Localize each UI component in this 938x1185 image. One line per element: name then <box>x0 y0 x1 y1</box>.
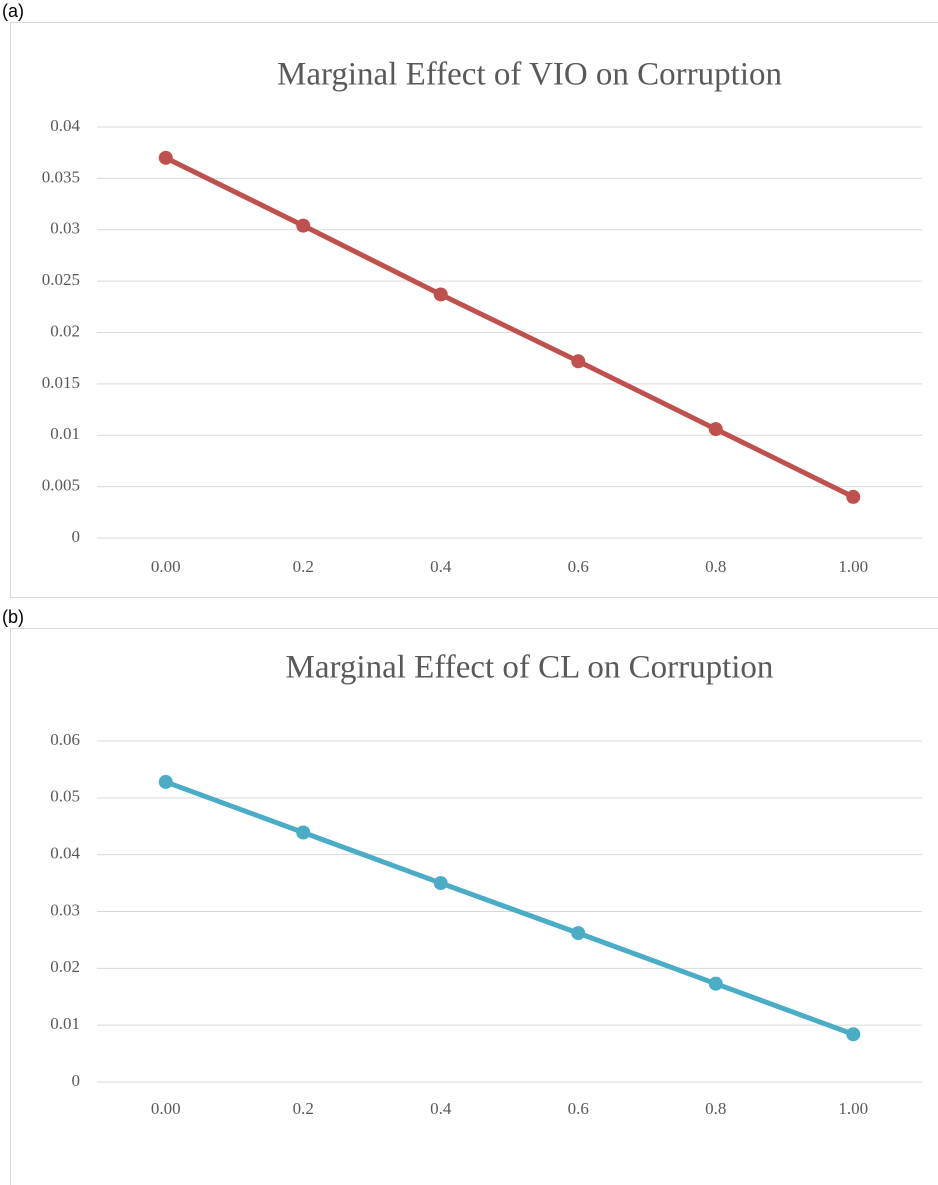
x-tick-label: 0.2 <box>293 1099 314 1118</box>
y-tick-label: 0.06 <box>50 730 80 749</box>
data-point <box>846 489 861 504</box>
y-tick-label: 0.02 <box>50 321 80 340</box>
x-tick-label: 0.4 <box>430 1099 452 1118</box>
x-tick-label: 1.00 <box>838 1099 868 1118</box>
y-tick-label: 0.05 <box>50 787 80 806</box>
y-tick-label: 0.02 <box>50 957 80 976</box>
x-tick-label: 0.2 <box>293 557 314 576</box>
x-tick-label: 1.00 <box>838 557 868 576</box>
chart-frame <box>10 628 938 1185</box>
x-tick-label: 0.8 <box>705 557 726 576</box>
data-point <box>433 876 448 891</box>
y-tick-label: 0.03 <box>50 219 80 238</box>
data-point <box>158 150 173 165</box>
y-tick-label: 0.025 <box>42 270 80 289</box>
x-tick-label: 0.6 <box>568 557 589 576</box>
chart-title: Marginal Effect of CL on Corruption <box>286 650 774 686</box>
series-line <box>164 779 855 1037</box>
y-tick-label: 0.04 <box>50 116 80 135</box>
x-tick-label: 0.4 <box>430 557 452 576</box>
data-point <box>433 287 448 302</box>
y-tick-label: 0.04 <box>50 844 80 863</box>
data-point <box>571 354 586 369</box>
panel-label: (b) <box>2 607 24 627</box>
panel-label: (a) <box>2 1 24 21</box>
chart-title: Marginal Effect of VIO on Corruption <box>277 57 782 93</box>
data-point <box>708 976 723 991</box>
data-point <box>846 1027 861 1042</box>
data-point <box>158 774 173 789</box>
y-tick-label: 0.015 <box>42 373 80 392</box>
data-point <box>296 825 311 840</box>
data-point <box>708 422 723 437</box>
y-tick-label: 0.01 <box>50 424 80 443</box>
x-tick-label: 0.00 <box>151 1099 181 1118</box>
x-tick-label: 0.8 <box>705 1099 726 1118</box>
y-tick-label: 0 <box>72 527 81 546</box>
y-tick-label: 0 <box>72 1071 81 1090</box>
x-tick-label: 0.6 <box>568 1099 589 1118</box>
data-point <box>571 926 586 941</box>
x-tick-label: 0.00 <box>151 557 181 576</box>
y-tick-label: 0.01 <box>50 1014 80 1033</box>
y-tick-label: 0.035 <box>42 167 80 186</box>
series-line <box>164 155 855 500</box>
y-tick-label: 0.03 <box>50 900 80 919</box>
chart-frame <box>10 22 938 598</box>
data-point <box>296 218 311 233</box>
y-tick-label: 0.005 <box>42 476 80 495</box>
